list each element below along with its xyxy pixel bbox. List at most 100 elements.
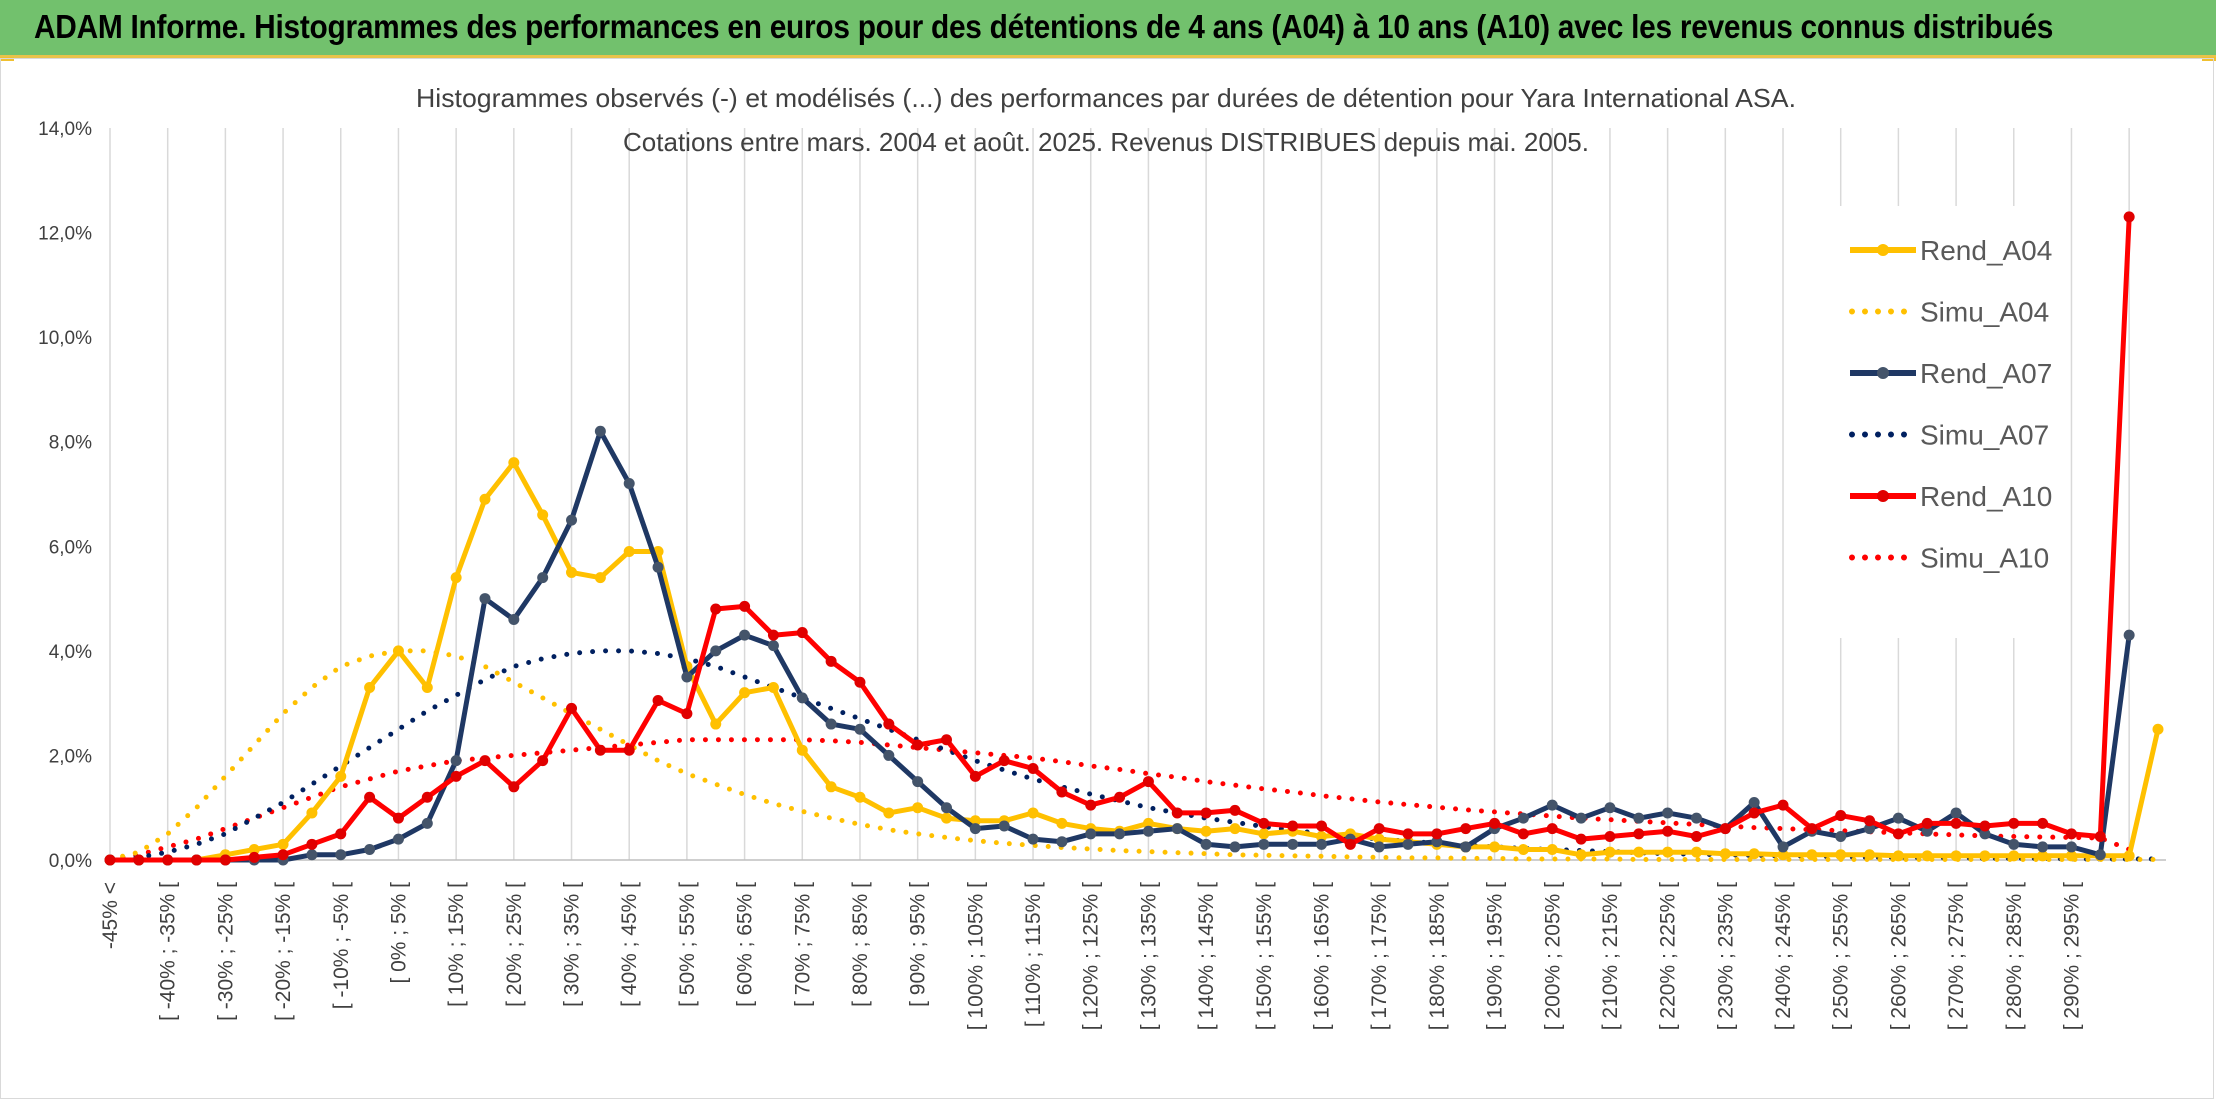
- x-tick-label: [ 70% ; 75% [: [791, 882, 814, 1007]
- data-point-rend-a07: [2008, 838, 2020, 850]
- data-point-rend-a10: [652, 695, 664, 707]
- data-point-rend-a10: [191, 854, 203, 866]
- data-point-rend-a10: [2037, 817, 2049, 829]
- data-point-rend-a10: [479, 755, 491, 767]
- data-point-rend-a10: [1431, 828, 1443, 840]
- x-tick-label: [ 290% ; 295% [: [2060, 882, 2083, 1030]
- data-point-rend-a10: [1690, 830, 1702, 842]
- data-point-rend-a07: [1748, 796, 1760, 808]
- data-point-rend-a07: [1575, 812, 1587, 824]
- data-point-rend-a07: [969, 823, 981, 835]
- data-point-rend-a07: [421, 817, 433, 829]
- data-point-rend-a07: [1085, 828, 1097, 840]
- legend-label: Simu_A04: [1920, 297, 2049, 328]
- data-point-rend-a07: [2037, 841, 2049, 853]
- data-point-rend-a10: [1719, 823, 1731, 835]
- x-tick-label: [ 0% ; 5% [: [387, 882, 410, 984]
- data-point-rend-a07: [1460, 841, 1472, 853]
- data-point-rend-a04: [392, 645, 404, 657]
- x-tick-label: [ 80% ; 85% [: [849, 882, 872, 1007]
- data-point-rend-a04: [479, 493, 491, 505]
- data-point-rend-a07: [2094, 849, 2106, 861]
- data-point-rend-a07: [364, 844, 376, 856]
- x-tick-label: [ 40% ; 45% [: [618, 882, 641, 1007]
- x-tick-label: [ 160% ; 165% [: [1310, 882, 1333, 1030]
- data-point-rend-a10: [219, 854, 231, 866]
- legend-label: Rend_A10: [1920, 481, 2052, 512]
- data-point-rend-a04: [248, 844, 260, 856]
- data-point-rend-a10: [1546, 823, 1558, 835]
- y-tick-label: 6,0%: [49, 537, 92, 558]
- data-point-rend-a04: [796, 744, 808, 756]
- data-point-rend-a04: [1979, 850, 1991, 862]
- data-point-rend-a07: [1431, 836, 1443, 848]
- data-point-rend-a04: [883, 807, 895, 819]
- x-axis: -45% < [ -40% ; -35% [[ -30% ; -25% [[ -2…: [99, 882, 2083, 1030]
- legend-marker-rend-a04: [1877, 244, 1889, 256]
- data-point-rend-a10: [162, 854, 174, 866]
- series-line-simu-a10: [107, 737, 2132, 862]
- data-point-rend-a10: [1460, 823, 1472, 835]
- report-title: ADAM Informe. Histogrammes des performan…: [34, 8, 2054, 45]
- data-point-rend-a10: [883, 718, 895, 730]
- data-point-rend-a07: [652, 561, 664, 573]
- data-point-rend-a07: [2065, 841, 2077, 853]
- data-point-rend-a07: [883, 749, 895, 761]
- x-tick-label: [ 200% ; 205% [: [1541, 882, 1564, 1030]
- data-point-rend-a07: [1921, 825, 1933, 837]
- data-point-rend-a10: [1287, 820, 1299, 832]
- data-point-rend-a10: [1979, 820, 1991, 832]
- data-point-rend-a07: [941, 802, 953, 814]
- series-line-simu-a04: [107, 648, 2161, 862]
- data-point-rend-a10: [1489, 817, 1501, 829]
- data-point-rend-a07: [335, 849, 347, 861]
- y-axis: 0,0% 2,0% 4,0% 6,0% 8,0% 10,0% 12,0% 14,0%: [38, 119, 92, 872]
- x-tick-label: [ 120% ; 125% [: [1080, 882, 1103, 1030]
- data-point-rend-a04: [1575, 849, 1587, 861]
- legend-label: Rend_A04: [1920, 235, 2052, 266]
- data-point-rend-a07: [1229, 841, 1241, 853]
- data-point-rend-a07: [1864, 823, 1876, 835]
- data-point-rend-a10: [1114, 791, 1126, 803]
- data-point-rend-a07: [796, 692, 808, 704]
- x-tick-label: [ 250% ; 255% [: [1830, 882, 1853, 1030]
- data-point-rend-a04: [277, 838, 289, 850]
- data-point-rend-a04: [767, 681, 779, 693]
- legend-background: [1824, 206, 2052, 638]
- data-point-rend-a10: [1921, 817, 1933, 829]
- x-tick-label: [ 180% ; 185% [: [1426, 882, 1449, 1030]
- data-point-rend-a07: [1171, 823, 1183, 835]
- data-point-rend-a04: [1200, 825, 1212, 837]
- report-banner: ADAM Informe. Histogrammes des performan…: [0, 0, 2216, 58]
- data-point-rend-a04: [1373, 833, 1385, 845]
- data-point-rend-a07: [1517, 812, 1529, 824]
- data-point-rend-a10: [1950, 817, 1962, 829]
- data-point-rend-a04: [450, 572, 462, 584]
- x-tick-label: [ 100% ; 105% [: [964, 882, 987, 1030]
- data-point-rend-a07: [1056, 836, 1068, 848]
- data-point-rend-a10: [450, 770, 462, 782]
- data-point-rend-a07: [1315, 838, 1327, 850]
- chart-subtitle: Histogrammes observés (-) et modélisés (…: [408, 60, 1804, 157]
- data-point-rend-a07: [710, 645, 722, 657]
- x-tick-label: [ 140% ; 145% [: [1195, 882, 1218, 1030]
- legend-label: Simu_A10: [1920, 543, 2049, 574]
- legend-label: Simu_A07: [1920, 420, 2049, 451]
- subtitle-line: Cotations entre mars. 2004 et août. 2025…: [623, 127, 1589, 157]
- data-point-rend-a04: [1027, 807, 1039, 819]
- data-point-rend-a07: [1892, 812, 1904, 824]
- y-tick-label: 4,0%: [49, 642, 92, 663]
- data-point-rend-a07: [306, 849, 318, 861]
- data-point-rend-a07: [1546, 799, 1558, 811]
- x-tick-label: [ 220% ; 225% [: [1657, 882, 1680, 1030]
- data-point-rend-a04: [1633, 846, 1645, 858]
- data-point-rend-a07: [1114, 828, 1126, 840]
- data-point-rend-a10: [248, 851, 260, 863]
- data-point-rend-a07: [594, 425, 606, 437]
- x-tick-label: [ 110% ; 115% [: [1022, 882, 1045, 1027]
- data-point-rend-a10: [392, 812, 404, 824]
- data-point-rend-a07: [1402, 838, 1414, 850]
- data-point-rend-a10: [594, 744, 606, 756]
- chart-legend: Rend_A04 Simu_A04 Rend_A07 Simu_A07 Rend_A10…: [1824, 206, 2052, 638]
- data-point-rend-a07: [508, 613, 520, 625]
